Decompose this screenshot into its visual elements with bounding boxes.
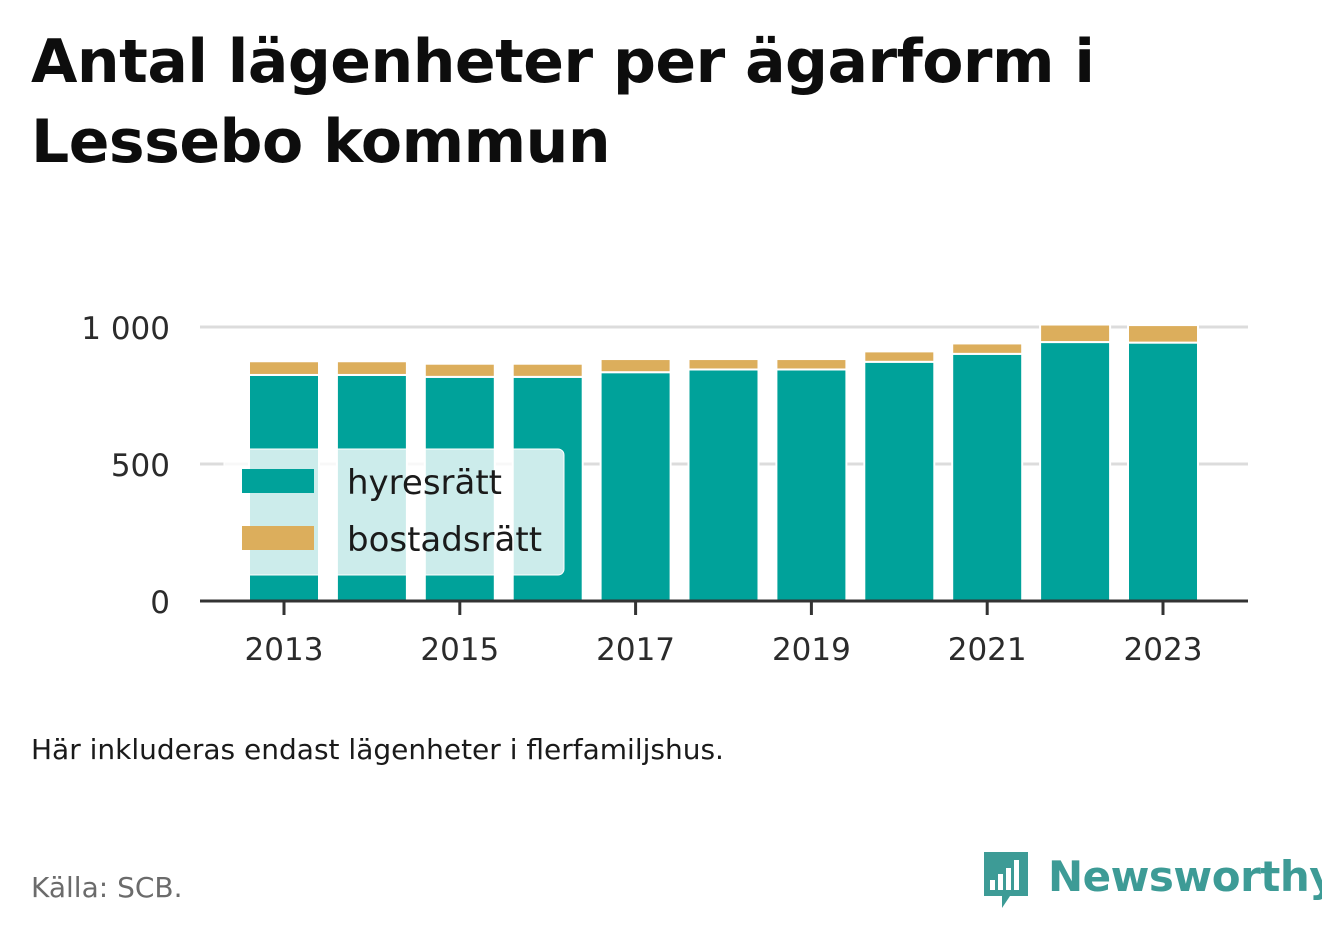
- x-tick-label: 2015: [420, 632, 499, 668]
- bar-bostadsrätt-2016: [511, 362, 584, 378]
- y-tick-label: 0: [150, 585, 170, 621]
- x-tick-label: 2019: [772, 632, 851, 668]
- legend-label-hyresrätt: hyresrätt: [347, 463, 502, 503]
- bar-bostadsrätt-2013: [248, 360, 320, 376]
- bar-hyresrätt-2023: [1127, 341, 1199, 602]
- y-tick-label: 500: [111, 448, 170, 484]
- bar-bostadsrätt-2018: [687, 358, 760, 371]
- bar-hyresrätt-2017: [599, 371, 672, 602]
- y-axis-ticks: 0 500 1 000: [81, 311, 170, 621]
- bar-bostadsrätt-2023: [1127, 324, 1199, 344]
- x-axis-ticks: 2013 2015 2017 2019 2021 2023: [245, 601, 1203, 668]
- bar-hyresrätt-2019: [775, 368, 848, 602]
- brand-name: Newsworthy: [1048, 852, 1322, 901]
- legend-swatch-bostadsrätt: [242, 526, 314, 550]
- x-tick-label: 2021: [948, 632, 1027, 668]
- bar-bostadsrätt-2022: [1039, 323, 1112, 344]
- bar-bostadsrätt-2014: [335, 360, 408, 376]
- bar-hyresrätt-2021: [951, 352, 1024, 602]
- bar-hyresrätt-2020: [863, 360, 936, 602]
- x-tick-label: 2023: [1124, 632, 1203, 668]
- bar-bostadsrätt-2015: [423, 362, 496, 378]
- legend: hyresrätt bostadsrätt: [223, 448, 565, 576]
- x-tick-label: 2013: [245, 632, 324, 668]
- bar-hyresrätt-2018: [687, 368, 760, 602]
- legend-swatch-hyresrätt: [242, 469, 314, 493]
- bar-bostadsrätt-2021: [951, 342, 1024, 355]
- chart: 0 500 1 000 2013 2015 2017 2019 2021 2023 hyres…: [81, 311, 1248, 668]
- bar-hyresrätt-2022: [1039, 341, 1112, 602]
- chart-title: Antal lägenheter per ägarform i Lessebo …: [31, 27, 1095, 177]
- y-tick-label: 1 000: [81, 311, 170, 347]
- legend-label-bostadsrätt: bostadsrätt: [347, 520, 542, 560]
- bar-bostadsrätt-2019: [775, 358, 848, 371]
- x-tick-label: 2017: [596, 632, 675, 668]
- newsworthy-logo-icon: [984, 852, 1028, 908]
- chart-note: Här inkluderas endast lägenheter i flerf…: [31, 733, 724, 766]
- brand[interactable]: Newsworthy: [980, 850, 1322, 910]
- bar-bostadsrätt-2017: [599, 358, 672, 374]
- bar-bostadsrätt-2020: [863, 350, 936, 363]
- chart-source: Källa: SCB.: [31, 871, 183, 904]
